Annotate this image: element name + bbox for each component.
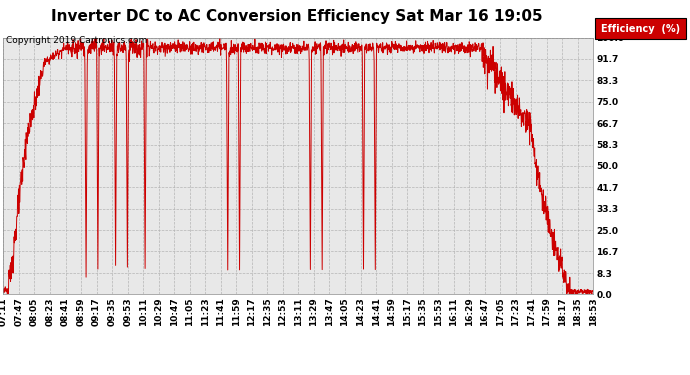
Text: Inverter DC to AC Conversion Efficiency Sat Mar 16 19:05: Inverter DC to AC Conversion Efficiency …	[51, 9, 542, 24]
Text: Efficiency  (%): Efficiency (%)	[601, 24, 680, 33]
Text: Copyright 2019 Cartronics.com: Copyright 2019 Cartronics.com	[6, 36, 147, 45]
